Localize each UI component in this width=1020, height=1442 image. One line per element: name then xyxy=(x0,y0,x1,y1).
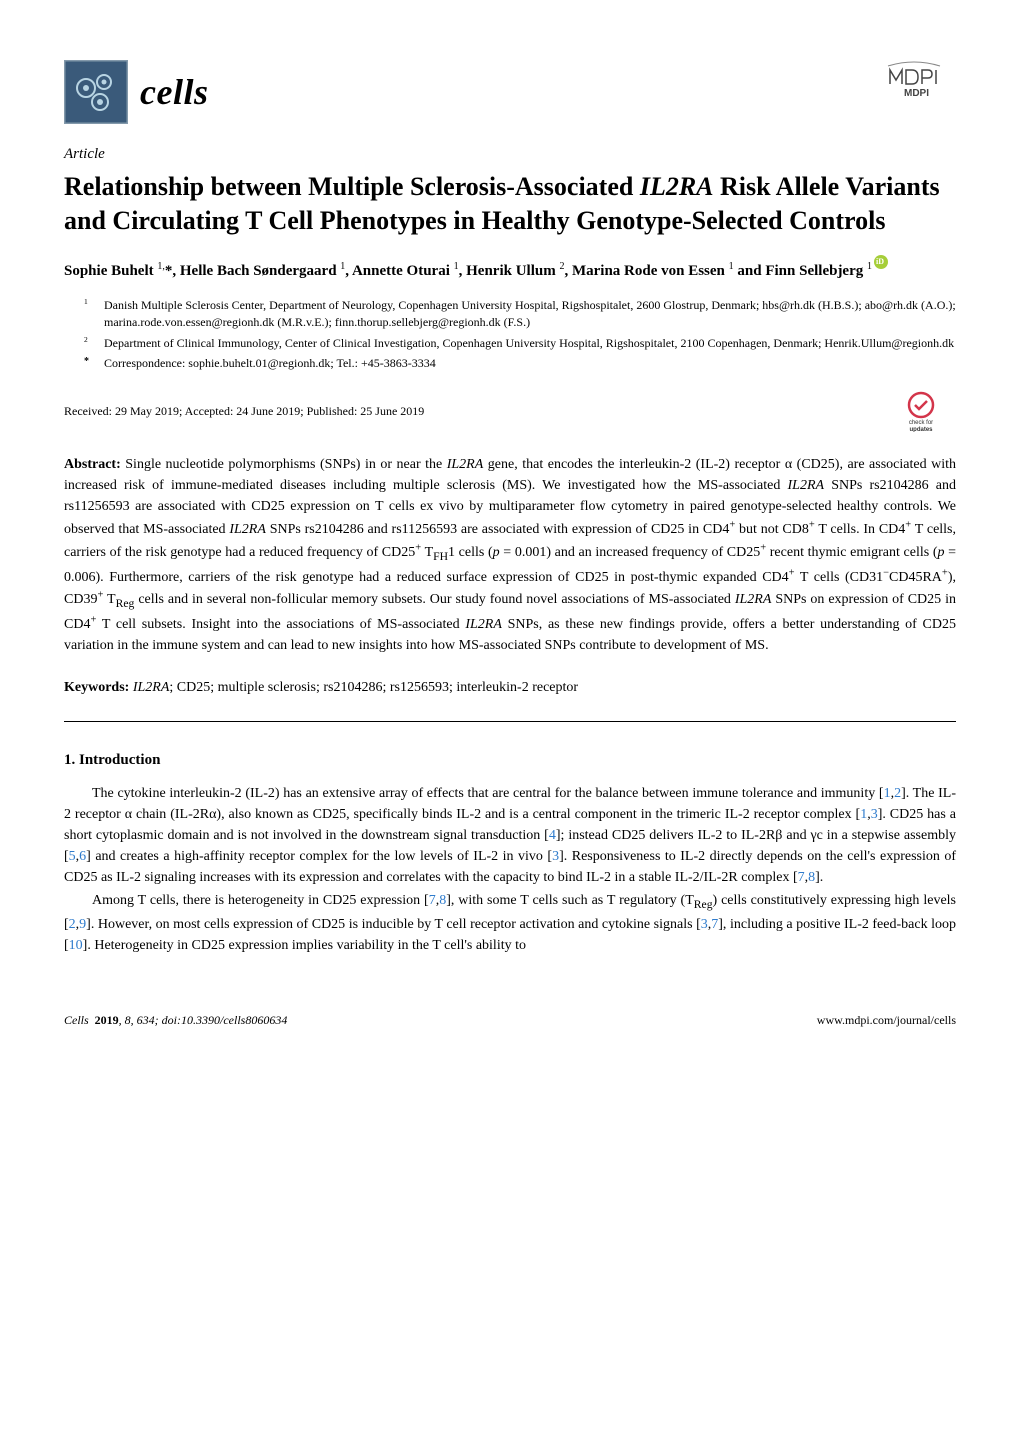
mdpi-logo-icon: MDPI xyxy=(886,60,956,102)
page-footer: Cells 2019, 8, 634; doi:10.3390/cells806… xyxy=(64,1012,956,1029)
check-for-updates-icon[interactable]: check for updates xyxy=(886,390,956,432)
authors-list: Sophie Buhelt 1,*, Helle Bach Søndergaar… xyxy=(64,255,956,283)
keywords-label: Keywords: xyxy=(64,680,129,695)
affiliation-row: 2 Department of Clinical Immunology, Cen… xyxy=(84,335,956,352)
paragraph: Among T cells, there is heterogeneity in… xyxy=(64,890,956,955)
affiliation-text: Department of Clinical Immunology, Cente… xyxy=(104,335,956,352)
footer-left: Cells 2019, 8, 634; doi:10.3390/cells806… xyxy=(64,1012,287,1029)
cells-logo-icon xyxy=(64,60,128,124)
journal-logo-block: cells xyxy=(64,60,208,124)
header-row: cells MDPI xyxy=(64,60,956,124)
affiliation-row: * Correspondence: sophie.buhelt.01@regio… xyxy=(84,355,956,372)
affiliation-row: 1 Danish Multiple Sclerosis Center, Depa… xyxy=(84,297,956,332)
keywords-block: Keywords: IL2RA; CD25; multiple sclerosi… xyxy=(64,678,956,698)
abstract-label: Abstract: xyxy=(64,457,121,472)
footer-right: www.mdpi.com/journal/cells xyxy=(817,1012,956,1029)
divider xyxy=(64,721,956,722)
keywords-text: IL2RA; CD25; multiple sclerosis; rs21042… xyxy=(129,680,578,695)
svg-text:check for: check for xyxy=(909,420,933,426)
affiliation-num: 1 xyxy=(84,297,104,332)
affiliation-text: Danish Multiple Sclerosis Center, Depart… xyxy=(104,297,956,332)
affiliation-text: Correspondence: sophie.buhelt.01@regionh… xyxy=(104,355,956,372)
orcid-icon xyxy=(874,255,888,269)
svg-text:updates: updates xyxy=(909,427,933,432)
affiliation-num: * xyxy=(84,355,104,372)
svg-text:MDPI: MDPI xyxy=(904,88,929,99)
section-heading: 1. Introduction xyxy=(64,750,956,772)
affiliation-num: 2 xyxy=(84,335,104,352)
journal-name: cells xyxy=(140,66,208,118)
affiliations-block: 1 Danish Multiple Sclerosis Center, Depa… xyxy=(64,297,956,373)
paragraph: The cytokine interleukin-2 (IL-2) has an… xyxy=(64,783,956,888)
abstract-block: Abstract: Single nucleotide polymorphism… xyxy=(64,454,956,656)
article-type: Article xyxy=(64,144,956,166)
body-text: The cytokine interleukin-2 (IL-2) has an… xyxy=(64,783,956,955)
abstract-text: Single nucleotide polymorphisms (SNPs) i… xyxy=(64,457,956,653)
publication-dates: Received: 29 May 2019; Accepted: 24 June… xyxy=(64,403,424,420)
article-title: Relationship between Multiple Sclerosis-… xyxy=(64,170,956,238)
dates-row: Received: 29 May 2019; Accepted: 24 June… xyxy=(64,390,956,432)
